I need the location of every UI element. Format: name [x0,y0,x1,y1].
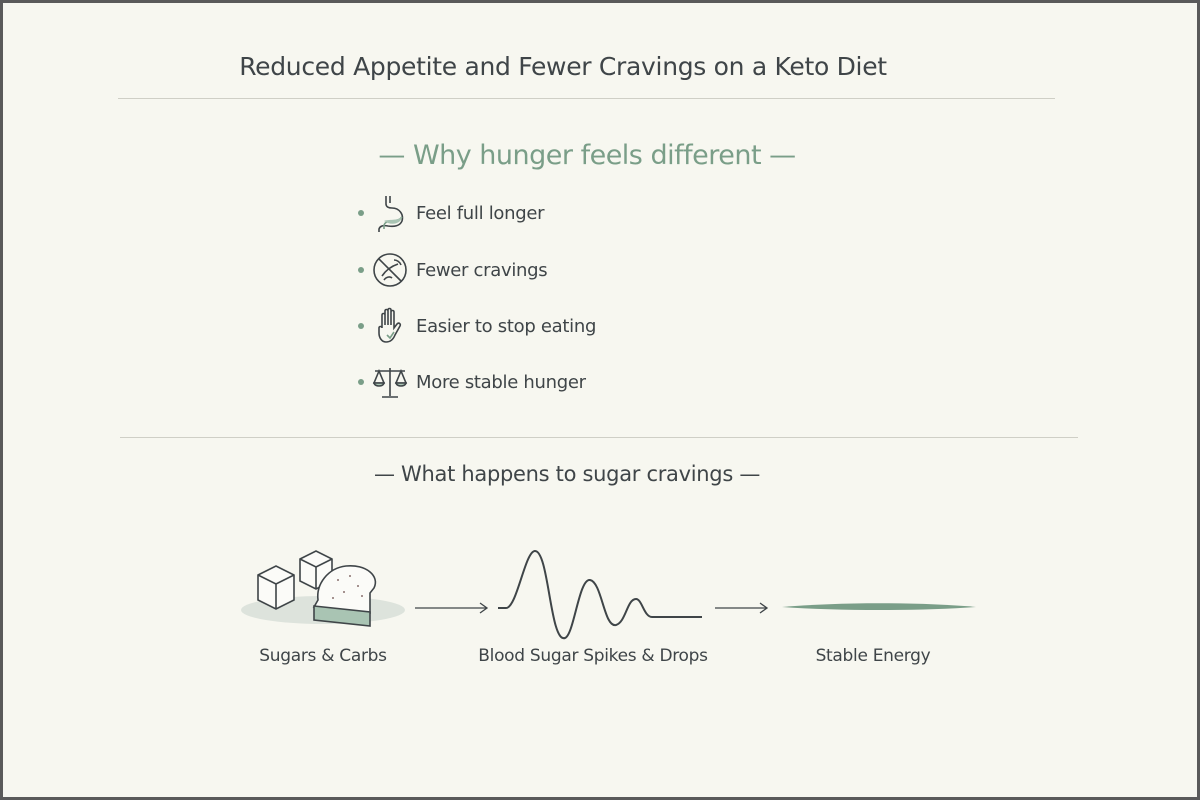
step-label: Stable Energy [815,646,931,666]
page-title: Reduced Appetite and Fewer Cravings on a… [239,52,887,81]
list-item: Easier to stop eating [358,306,596,346]
item-label: Easier to stop eating [416,315,597,337]
bullet [358,210,364,216]
hand-stop-icon [378,307,402,343]
bullet [358,267,364,273]
arrow-icon [715,602,769,614]
section-heading-sugar: — What happens to sugar cravings — [373,462,761,486]
section-heading-hunger: — Why hunger feels different — [378,140,796,171]
arrow-icon [415,602,489,614]
flat-line-icon [782,603,976,610]
divider [120,437,1078,438]
no-cravings-icon [373,253,407,287]
divider [118,98,1055,99]
stomach-icon [378,196,404,232]
item-label: More stable hunger [416,371,586,393]
list-item: Feel full longer [358,193,545,233]
item-label: Fewer cravings [416,259,548,281]
bullet [358,379,364,385]
sugar-cubes-bread-icon [241,550,405,627]
item-label: Feel full longer [416,202,545,224]
balance-scale-icon [372,368,408,398]
step-label: Sugars & Carbs [259,646,387,666]
blood-sugar-wave-icon [498,549,702,639]
list-item: More stable hunger [358,362,586,402]
bullet [358,323,364,329]
list-item: Fewer cravings [358,250,548,290]
step-label: Blood Sugar Spikes & Drops [478,646,708,666]
